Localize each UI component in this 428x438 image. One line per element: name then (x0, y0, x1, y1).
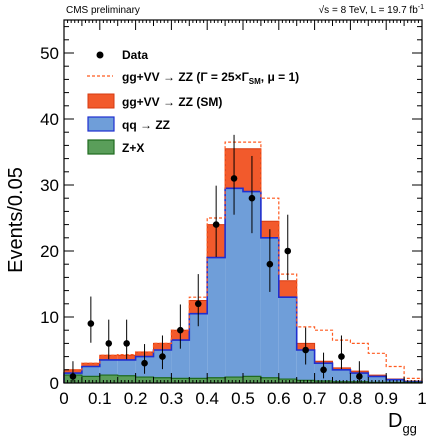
bar-qq-zz (368, 376, 387, 383)
data-point (194, 300, 202, 308)
x-tick-label: 1 (417, 389, 426, 408)
data-point (230, 175, 238, 182)
header-left-text: CMS preliminary (66, 5, 140, 16)
data-point (284, 247, 292, 255)
x-tick-label: 0.8 (339, 389, 363, 408)
data-point (123, 340, 130, 347)
data-points (69, 134, 363, 382)
bar-qq-zz (296, 350, 315, 383)
legend: Data gg+VV → ZZ (Γ = 25×ΓSM, μ = 1) gg+V… (87, 48, 299, 155)
x-axis-label: Dgg (388, 410, 417, 436)
axis-ticks (63, 20, 423, 384)
bar-zx (332, 381, 351, 383)
legend-entry-qq: qq → ZZ (87, 116, 170, 132)
bar-qq-zz (189, 313, 208, 383)
bar-qq-zz (386, 379, 405, 383)
legend-qq-label: qq → ZZ (122, 118, 170, 132)
x-tick-label: 0.4 (195, 389, 219, 408)
bar-zx (171, 378, 190, 383)
x-tick-label: 0.7 (303, 389, 327, 408)
bar-zx (278, 379, 297, 383)
header-right-text: √s = 8 TeV, L = 19.7 fb-1 (319, 4, 424, 16)
legend-entry-bsm: gg+VV → ZZ (Γ = 25×ΓSM, μ = 1) (87, 70, 299, 86)
data-point (302, 346, 309, 354)
bar-qq-zz (207, 257, 226, 383)
bar-zx (243, 376, 261, 383)
data-point (69, 373, 77, 380)
legend-zx-label: Z+X (122, 141, 144, 155)
data-point (356, 373, 363, 380)
bar-zx (117, 375, 136, 383)
y-tick-label: 40 (40, 110, 59, 129)
legend-sm-label: gg+VV → ZZ (SM) (122, 95, 222, 109)
y-tick-label: 30 (40, 176, 59, 195)
data-point (338, 353, 345, 360)
bar-zx (260, 377, 279, 383)
bar-zx (99, 375, 118, 383)
legend-entry-zx: Z+X (87, 139, 144, 155)
line-bsm-ggvv (63, 141, 423, 383)
data-point (141, 359, 148, 367)
bar-qq-zz (260, 237, 279, 383)
bar-qq-zz (171, 340, 190, 383)
x-tick-label: 0.2 (124, 389, 148, 408)
bar-qq-zz (243, 191, 261, 383)
legend-sm-swatch (87, 93, 115, 109)
y-tick-label: 0 (50, 374, 59, 393)
outline-qq-zz (63, 187, 423, 383)
y-tick-label: 50 (40, 44, 59, 63)
data-point (212, 221, 220, 228)
legend-bsm-label: gg+VV → ZZ (Γ = 25×ΓSM, μ = 1) (122, 70, 299, 86)
legend-entry-data: Data (96, 48, 148, 62)
legend-zx-swatch (87, 139, 115, 155)
bar-zx (189, 378, 208, 383)
bar-qq-zz (225, 188, 243, 383)
data-point (87, 320, 95, 327)
x-tick-label: 0.9 (374, 389, 398, 408)
x-tick-label: 0 (59, 389, 68, 408)
x-tick-label: 0.6 (267, 389, 291, 408)
bar-sm-ggvv (278, 280, 297, 298)
legend-data-label: Data (122, 48, 148, 62)
x-tick-label: 0.5 (231, 389, 255, 408)
x-tick-label: 0.1 (88, 389, 112, 408)
y-tick-label: 10 (40, 308, 59, 327)
bar-zx (81, 376, 100, 383)
bar-zx (153, 377, 172, 383)
bar-qq-zz (278, 297, 297, 383)
data-point (320, 366, 327, 374)
bar-qq-zz (332, 369, 351, 383)
data-point (248, 194, 256, 202)
y-tick-label: 20 (40, 242, 59, 261)
bar-zx (225, 377, 243, 383)
outline-zx (63, 374, 423, 383)
data-point (159, 353, 166, 360)
data-point (266, 260, 274, 268)
bar-zx (207, 377, 226, 383)
legend-entry-sm: gg+VV → ZZ (SM) (87, 93, 222, 109)
legend-data-marker (96, 51, 104, 59)
bar-zx (350, 381, 369, 383)
y-axis-label: Events/0.05 (5, 167, 27, 273)
legend-qq-swatch (87, 116, 115, 132)
bar-zx (296, 380, 315, 383)
bar-sm-ggvv (81, 363, 100, 367)
data-point (177, 326, 184, 334)
bar-zx (135, 377, 154, 383)
x-tick-label: 0.3 (160, 389, 184, 408)
bsm-line-group (63, 141, 423, 383)
bar-zx (314, 381, 333, 383)
data-point (105, 340, 113, 347)
